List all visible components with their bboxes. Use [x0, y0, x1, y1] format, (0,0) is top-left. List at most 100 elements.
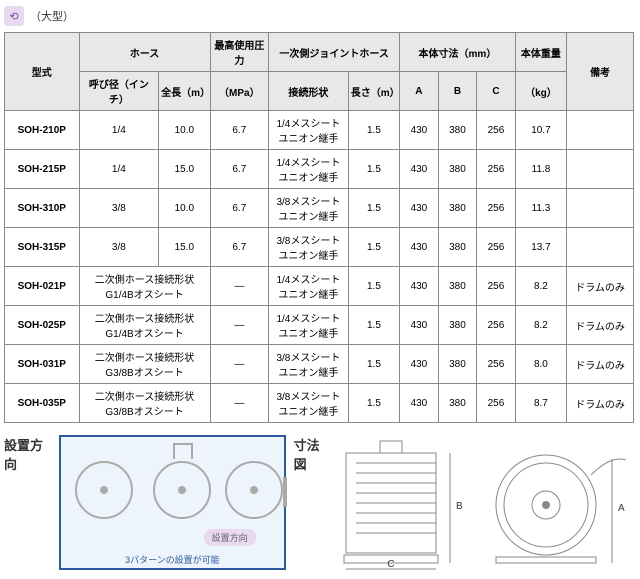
cell-wt: 11.8 — [515, 150, 566, 189]
cell-press: 6.7 — [210, 228, 269, 267]
cell-model: SOH-031P — [5, 345, 80, 384]
table-row: SOH-035P二次側ホース接続形状G3/8Bオスシート—3/8メスシートユニオ… — [5, 384, 634, 423]
cell-model: SOH-025P — [5, 306, 80, 345]
table-row: SOH-031P二次側ホース接続形状G3/8Bオスシート—3/8メスシートユニオ… — [5, 345, 634, 384]
cell-conn: 3/8メスシートユニオン継手 — [269, 189, 349, 228]
reel-icon-3 — [225, 461, 283, 519]
cell-plen: 1.5 — [348, 306, 399, 345]
cell-conn: 1/4メスシートユニオン継手 — [269, 267, 349, 306]
cell-len: 10.0 — [159, 111, 210, 150]
cell-model: SOH-021P — [5, 267, 80, 306]
cell-conn: 1/4メスシートユニオン継手 — [269, 111, 349, 150]
install-box: 設置方向 3パターンの設置が可能 — [59, 435, 285, 570]
cell-press: 6.7 — [210, 111, 269, 150]
dim-diagram: C B A — [336, 435, 636, 575]
cell-model: SOH-315P — [5, 228, 80, 267]
cell-c: 256 — [477, 267, 516, 306]
th-hose: ホース — [79, 33, 210, 72]
cell-plen: 1.5 — [348, 189, 399, 228]
cell-len: 10.0 — [159, 189, 210, 228]
cell-note — [567, 189, 634, 228]
cell-wt: 8.2 — [515, 267, 566, 306]
cell-note: ドラムのみ — [567, 384, 634, 423]
below-section: 設置方向 設置方向 3パターンの設置が可能 寸法図 C B — [0, 431, 640, 579]
th-diam: 呼び径（インチ） — [79, 72, 159, 111]
dim-a-label: A — [618, 503, 625, 514]
reel-icon-1 — [75, 461, 133, 519]
cell-note — [567, 228, 634, 267]
cell-wt: 11.3 — [515, 189, 566, 228]
cell-diam: 1/4 — [79, 150, 159, 189]
cell-a: 430 — [400, 228, 439, 267]
table-row: SOH-315P3/815.06.73/8メスシートユニオン継手1.543038… — [5, 228, 634, 267]
cell-c: 256 — [477, 150, 516, 189]
cell-a: 430 — [400, 150, 439, 189]
dimension-svg: C B A — [336, 435, 636, 575]
cell-conn: 1/4メスシートユニオン継手 — [269, 150, 349, 189]
cell-len: 15.0 — [159, 150, 210, 189]
cell-a: 430 — [400, 111, 439, 150]
cell-wt: 10.7 — [515, 111, 566, 150]
dim-label: 寸法図 — [294, 435, 332, 473]
th-plen: 長さ（m） — [348, 72, 399, 111]
cell-note: ドラムのみ — [567, 306, 634, 345]
cell-a: 430 — [400, 306, 439, 345]
th-primary: 一次側ジョイントホース — [269, 33, 400, 72]
cell-plen: 1.5 — [348, 267, 399, 306]
th-model: 型式 — [5, 33, 80, 111]
th-c: C — [477, 72, 516, 111]
cell-len: 15.0 — [159, 228, 210, 267]
cell-b: 380 — [438, 150, 477, 189]
th-press-unit: （MPa） — [210, 72, 269, 111]
cell-model: SOH-310P — [5, 189, 80, 228]
cell-conn: 3/8メスシートユニオン継手 — [269, 345, 349, 384]
table-row: SOH-310P3/810.06.73/8メスシートユニオン継手1.543038… — [5, 189, 634, 228]
cell-b: 380 — [438, 267, 477, 306]
cell-note — [567, 150, 634, 189]
cell-diam: 1/4 — [79, 111, 159, 150]
cell-c: 256 — [477, 228, 516, 267]
dim-c-label: C — [387, 559, 394, 570]
reel-side-icon — [283, 477, 287, 507]
cell-diam-span: 二次側ホース接続形状G1/4Bオスシート — [79, 267, 210, 306]
th-len: 全長（m） — [159, 72, 210, 111]
th-conn: 接続形状 — [269, 72, 349, 111]
cell-a: 430 — [400, 345, 439, 384]
cell-b: 380 — [438, 384, 477, 423]
cell-diam-span: 二次側ホース接続形状G3/8Bオスシート — [79, 384, 210, 423]
cell-wt: 8.2 — [515, 306, 566, 345]
cell-c: 256 — [477, 384, 516, 423]
th-weight: 本体重量 — [515, 33, 566, 72]
cell-note: ドラムのみ — [567, 267, 634, 306]
cell-press: 6.7 — [210, 150, 269, 189]
dim-b-label: B — [456, 501, 463, 512]
cell-diam-span: 二次側ホース接続形状G1/4Bオスシート — [79, 306, 210, 345]
table-row: SOH-021P二次側ホース接続形状G1/4Bオスシート—1/4メスシートユニオ… — [5, 267, 634, 306]
cell-a: 430 — [400, 267, 439, 306]
cell-a: 430 — [400, 384, 439, 423]
cell-plen: 1.5 — [348, 150, 399, 189]
cell-b: 380 — [438, 345, 477, 384]
cell-conn: 3/8メスシートユニオン継手 — [269, 228, 349, 267]
reel-icon: ⟲ — [4, 6, 24, 26]
cell-b: 380 — [438, 111, 477, 150]
cell-c: 256 — [477, 306, 516, 345]
install-caption: 3パターンの設置が可能 — [61, 553, 283, 566]
cell-plen: 1.5 — [348, 384, 399, 423]
install-label: 設置方向 — [4, 435, 55, 473]
cell-model: SOH-035P — [5, 384, 80, 423]
cell-note: ドラムのみ — [567, 345, 634, 384]
cell-b: 380 — [438, 306, 477, 345]
reel-handle-icon — [173, 443, 193, 459]
cell-c: 256 — [477, 189, 516, 228]
cell-press: — — [210, 306, 269, 345]
cell-a: 430 — [400, 189, 439, 228]
install-chip: 設置方向 — [204, 529, 256, 546]
th-b: B — [438, 72, 477, 111]
cell-conn: 1/4メスシートユニオン継手 — [269, 306, 349, 345]
cell-press: — — [210, 267, 269, 306]
cell-press: — — [210, 384, 269, 423]
cell-diam: 3/8 — [79, 228, 159, 267]
cell-conn: 3/8メスシートユニオン継手 — [269, 384, 349, 423]
cell-b: 380 — [438, 189, 477, 228]
